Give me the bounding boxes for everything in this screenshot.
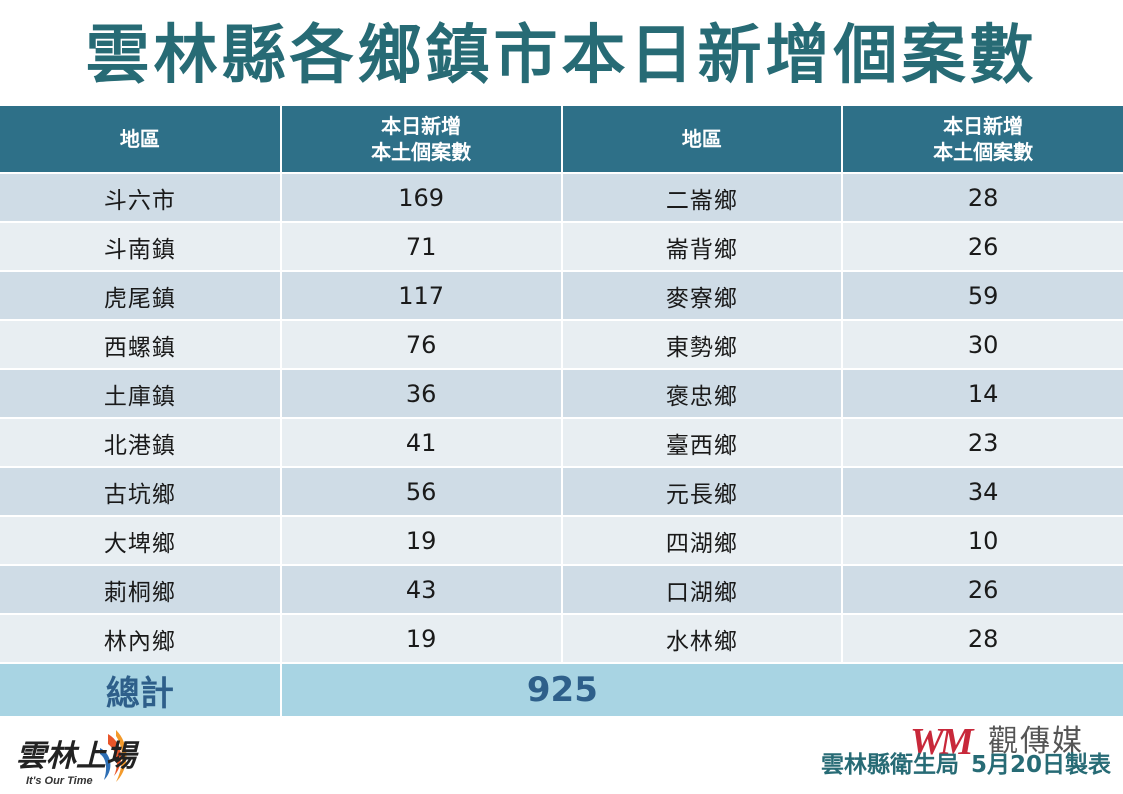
region-name-cell: 林內鄉 — [0, 613, 282, 663]
footer-credit: 雲林縣衛生局 5月20日製表 — [821, 747, 1111, 783]
region-name-cell: 莿桐鄉 — [0, 564, 282, 614]
region-name-cell: 斗六市 — [0, 172, 282, 222]
case-count-cell: 76 — [280, 319, 563, 369]
region-name-cell: 臺西鄉 — [561, 417, 844, 467]
case-count-cell: 169 — [280, 172, 563, 222]
header-cases-left: 本日新增 本土個案數 — [280, 106, 563, 173]
region-name-cell: 四湖鄉 — [561, 515, 844, 565]
table-header-row: 地區 本日新增 本土個案數 地區 本日新增 本土個案數 — [0, 106, 1123, 173]
header-region-left: 地區 — [0, 106, 282, 173]
region-name-cell: 東勢鄉 — [561, 319, 844, 369]
footer-date-note: 5月20日製表 — [970, 752, 1111, 778]
region-name-cell: 西螺鎮 — [0, 319, 282, 369]
case-count-cell: 28 — [842, 172, 1123, 222]
table-body: 斗六市 169 二崙鄉 28 斗南鎮 71 崙背鄉 26 虎尾鎮 117 麥寮鄉 59 西螺鎮 76 東勢鄉… — [0, 172, 1123, 663]
campaign-logo-tagline: It's Our Time — [26, 775, 93, 787]
case-count-cell: 26 — [842, 221, 1123, 271]
header-region-right: 地區 — [561, 106, 844, 173]
region-name-cell: 斗南鎮 — [0, 221, 282, 271]
case-count-cell: 34 — [842, 466, 1123, 516]
case-count-cell: 14 — [842, 368, 1123, 418]
header-cases-right: 本日新增 本土個案數 — [842, 106, 1123, 173]
case-count-cell: 59 — [842, 270, 1123, 320]
page-title: 雲林縣各鄉鎮市本日新增個案數 — [85, 19, 1038, 93]
region-name-cell: 水林鄉 — [561, 613, 844, 663]
case-count-cell: 117 — [280, 270, 563, 320]
table-row: 莿桐鄉 43 口湖鄉 26 — [0, 564, 1123, 614]
case-count-cell: 41 — [280, 417, 563, 467]
case-count-cell: 30 — [842, 319, 1123, 369]
case-count-cell: 26 — [842, 564, 1123, 614]
cases-table: 地區 本日新增 本土個案數 地區 本日新增 本土個案數 斗六市 169 二崙鄉 28 斗… — [0, 106, 1123, 716]
total-row: 總計 925 — [0, 662, 1123, 716]
table-row: 大埤鄉 19 四湖鄉 10 — [0, 515, 1123, 565]
case-count-cell: 19 — [280, 613, 563, 663]
region-name-cell: 崙背鄉 — [561, 221, 844, 271]
table-row: 西螺鎮 76 東勢鄉 30 — [0, 319, 1123, 369]
table-row: 虎尾鎮 117 麥寮鄉 59 — [0, 270, 1123, 320]
case-count-cell: 28 — [842, 613, 1123, 663]
case-count-cell: 10 — [842, 515, 1123, 565]
table-row: 北港鎮 41 臺西鄉 23 — [0, 417, 1123, 467]
total-value-text: 925 — [526, 670, 598, 710]
header-cases-line1: 本日新增 — [381, 114, 462, 138]
campaign-logo-text: 雲林上場 — [16, 740, 140, 773]
header-cases-line2: 本土個案數 — [933, 140, 1034, 164]
region-name-cell: 土庫鎮 — [0, 368, 282, 418]
case-count-cell: 56 — [280, 466, 563, 516]
footer-agency: 雲林縣衛生局 — [820, 752, 959, 778]
region-name-cell: 古坑鄉 — [0, 466, 282, 516]
total-label: 總計 — [0, 662, 282, 716]
case-count-cell: 43 — [280, 564, 563, 614]
region-name-cell: 褒忠鄉 — [561, 368, 844, 418]
total-value: 925 — [280, 662, 1123, 716]
case-count-cell: 23 — [842, 417, 1123, 467]
table-row: 林內鄉 19 水林鄉 28 — [0, 613, 1123, 663]
yunlin-campaign-logo: 雲林上場 It's Our Time — [12, 728, 142, 790]
region-name-cell: 虎尾鎮 — [0, 270, 282, 320]
wm-brand-name: 觀傳媒 — [988, 724, 1084, 759]
region-name-cell: 北港鎮 — [0, 417, 282, 467]
region-name-cell: 元長鄉 — [561, 466, 844, 516]
case-count-cell: 19 — [280, 515, 563, 565]
campaign-logo-graphic: 雲林上場 It's Our Time — [16, 730, 140, 787]
wm-media-logo: WM 觀傳媒 — [910, 722, 1110, 762]
header-cases-line2: 本土個案數 — [371, 140, 472, 164]
region-name-cell: 大埤鄉 — [0, 515, 282, 565]
header-cases-line1: 本日新增 — [943, 114, 1024, 138]
wm-mark: WM — [910, 721, 974, 763]
case-count-cell: 71 — [280, 221, 563, 271]
table-row: 斗南鎮 71 崙背鄉 26 — [0, 221, 1123, 271]
region-name-cell: 口湖鄉 — [561, 564, 844, 614]
table-row: 斗六市 169 二崙鄉 28 — [0, 172, 1123, 222]
table-row: 土庫鎮 36 褒忠鄉 14 — [0, 368, 1123, 418]
case-count-cell: 36 — [280, 368, 563, 418]
region-name-cell: 麥寮鄉 — [561, 270, 844, 320]
region-name-cell: 二崙鄉 — [561, 172, 844, 222]
table-row: 古坑鄉 56 元長鄉 34 — [0, 466, 1123, 516]
